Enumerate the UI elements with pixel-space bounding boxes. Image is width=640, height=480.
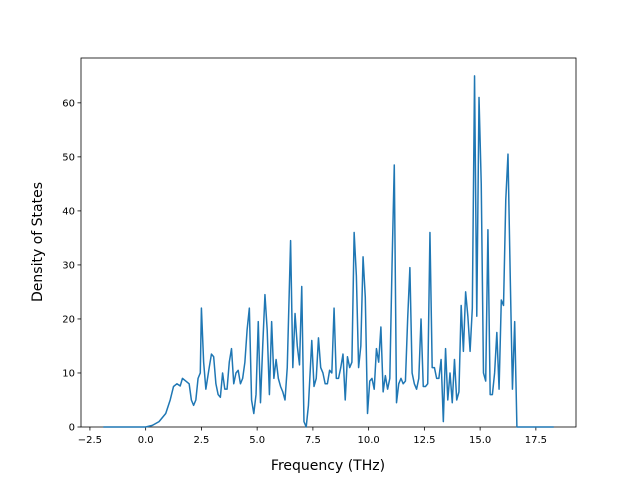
line — [103, 75, 554, 428]
y-tick-label: 0 — [69, 423, 75, 434]
x-tick-label: 10.0 — [358, 435, 380, 446]
axes-frame — [80, 57, 577, 428]
y-tick-label: 50 — [62, 152, 75, 163]
x-tick-label: 17.5 — [525, 435, 547, 446]
x-tick-label: −2.5 — [78, 435, 102, 446]
x-tick-label: 7.5 — [305, 435, 321, 446]
x-tick-label: 5.0 — [249, 435, 265, 446]
x-tick-label: 15.0 — [469, 435, 491, 446]
y-tick-label: 30 — [62, 260, 75, 271]
y-tick-label: 20 — [62, 314, 75, 325]
y-tick-label: 60 — [62, 98, 75, 109]
y-tick-label: 10 — [62, 368, 75, 379]
y-tick-label: 40 — [62, 206, 75, 217]
y-axis-label: Density of States — [30, 182, 46, 302]
x-axis-label: Frequency (THz) — [271, 458, 385, 474]
x-tick-label: 2.5 — [193, 435, 209, 446]
x-tick-label: 12.5 — [413, 435, 435, 446]
x-tick-label: 0.0 — [138, 435, 154, 446]
